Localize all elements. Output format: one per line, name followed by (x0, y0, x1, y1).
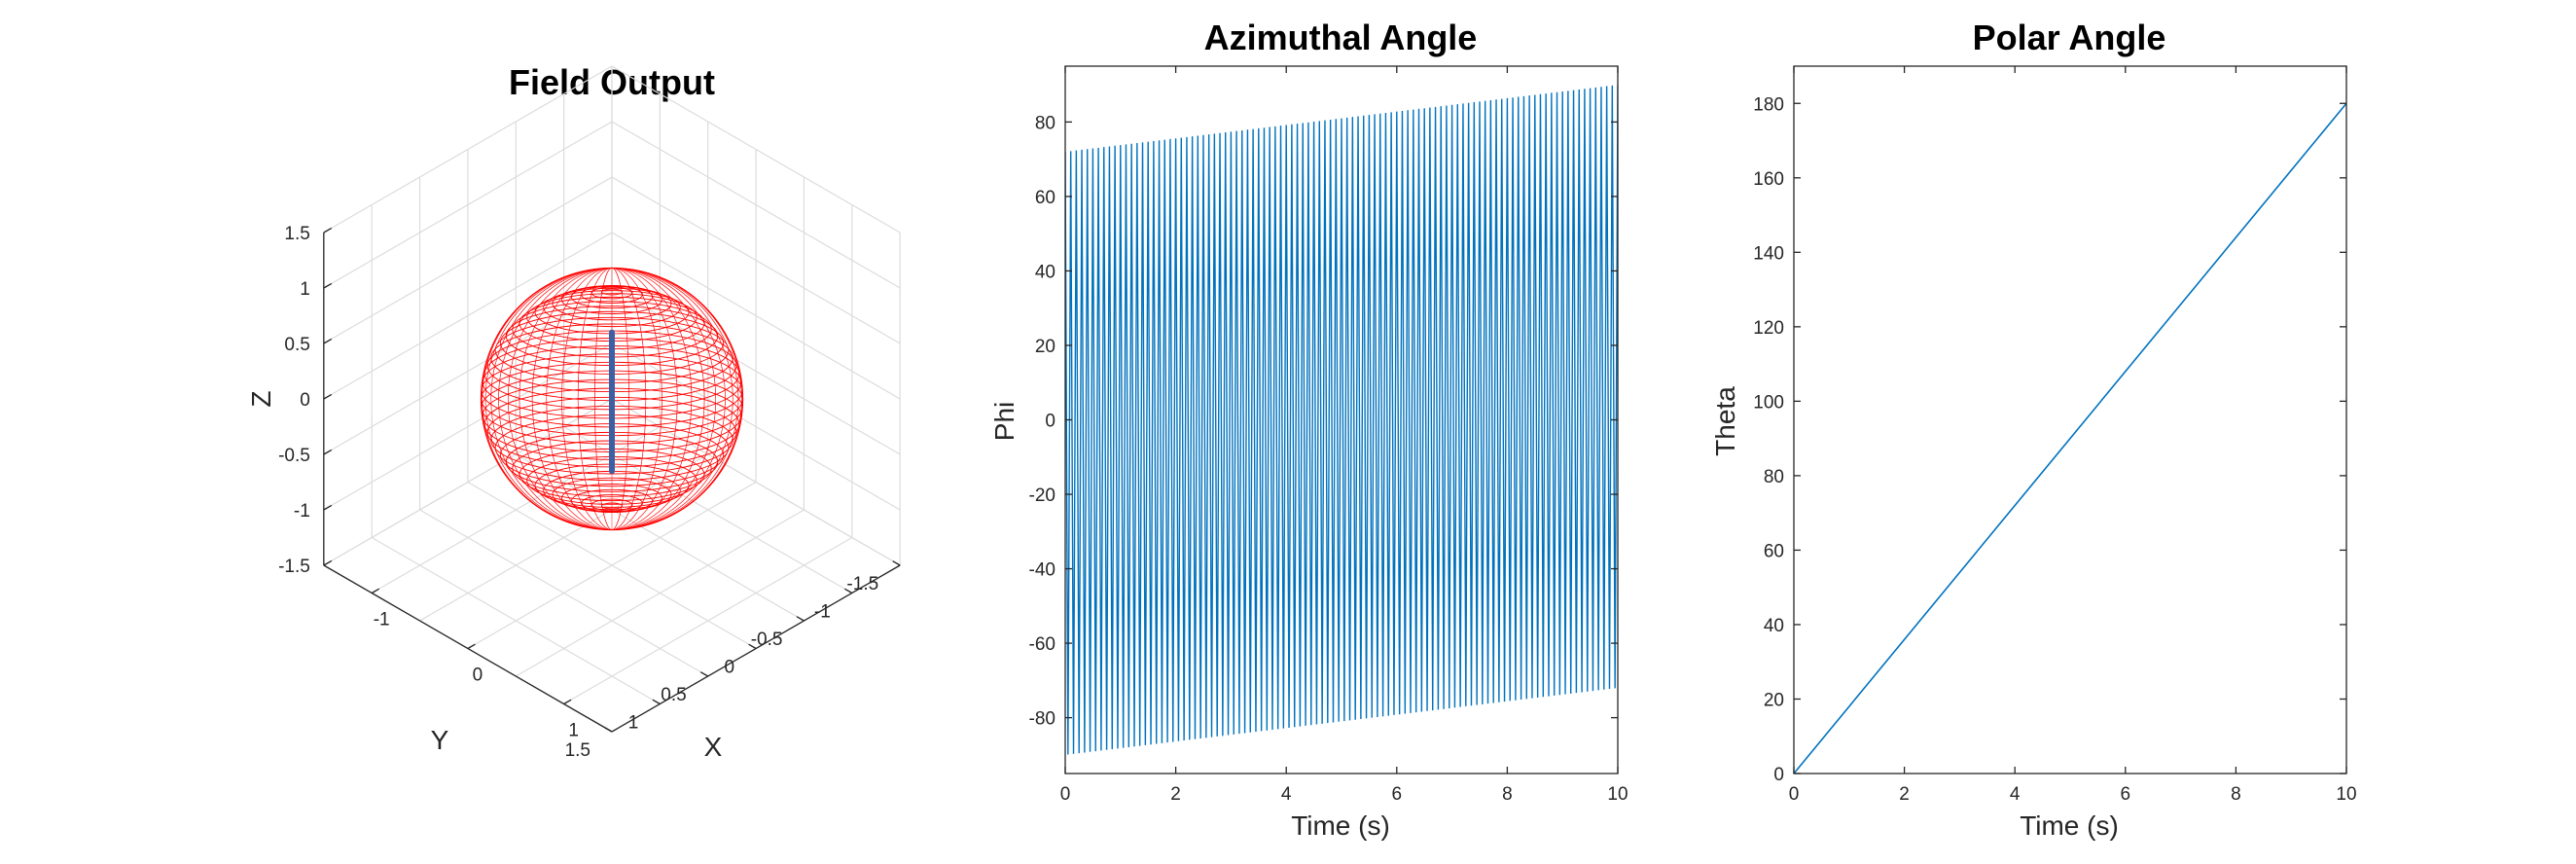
y-tick-label: 1 (628, 713, 639, 734)
y-tick-label: 100 (1753, 392, 1784, 413)
y-tick-label: -80 (1029, 709, 1055, 730)
z-tick (323, 227, 333, 234)
sphere-latitude (600, 502, 624, 510)
z-tick-label: -1.5 (278, 557, 310, 577)
azimuthal-x-label: Time (s) (1291, 810, 1390, 841)
z-tick-label: 1 (300, 279, 310, 300)
z-tick-label: -0.5 (278, 446, 310, 466)
x-tick-label: 6 (2121, 784, 2131, 805)
z-tick-label: 0.5 (284, 335, 309, 355)
y-tick-label: 60 (1035, 188, 1055, 208)
x-tick-label: 4 (1281, 784, 1292, 805)
x-tick (563, 699, 572, 705)
y-tick-label: 0 (725, 658, 735, 678)
z-tick (323, 282, 333, 289)
y-tick-label: 80 (1035, 113, 1055, 133)
x-tick-label: 0 (473, 666, 483, 686)
x-tick-label: 0 (1060, 784, 1071, 805)
z-tick-label: -1 (294, 501, 310, 522)
y-tick-label: -20 (1029, 486, 1055, 506)
y-tick-label: 180 (1753, 94, 1784, 115)
y-tick (796, 616, 805, 622)
grid-line (371, 536, 661, 705)
sphere-latitude (590, 286, 633, 300)
y-tick-label: 160 (1753, 169, 1784, 190)
y-tick-label: 40 (1035, 262, 1055, 282)
x-tick-label: 10 (1607, 784, 1628, 805)
sphere-latitude (600, 288, 624, 296)
y-tick-label: 120 (1753, 318, 1784, 339)
phi-series-line (1065, 85, 1618, 755)
x-tick-label: 6 (1392, 784, 1403, 805)
field-output-panel: Field Output -1.5-1-0.500.511.5-1.5-1-0.… (246, 62, 901, 762)
y-tick-label: 0 (1045, 412, 1055, 432)
y-tick-label: -1 (814, 602, 831, 623)
z-tick (323, 393, 333, 400)
z-tick (323, 449, 333, 455)
y-tick (604, 727, 613, 733)
sphere-latitude (570, 285, 654, 309)
z-tick (323, 504, 333, 511)
z-tick (323, 338, 333, 344)
y-axis-label: Y (431, 725, 449, 755)
grid-line (611, 121, 901, 289)
azimuthal-title: Azimuthal Angle (1204, 18, 1478, 57)
y-tick (748, 643, 757, 650)
y-tick-label: 60 (1764, 541, 1784, 561)
y-tick (699, 671, 709, 677)
x-tick-label: 0 (1789, 784, 1800, 805)
y-tick-label: 140 (1753, 243, 1784, 264)
x-tick-label: 8 (2231, 784, 2241, 805)
x-tick (371, 588, 380, 594)
y-tick-label: 0 (1773, 765, 1784, 785)
sphere-latitude (543, 287, 681, 328)
y-tick-label: -40 (1029, 560, 1055, 581)
x-tick-label: 1 (568, 721, 579, 741)
grid-line (323, 121, 613, 289)
grid-line (611, 65, 901, 234)
z-tick-label: 1.5 (284, 224, 309, 244)
y-tick (843, 588, 853, 594)
z-tick-label: 0 (300, 390, 310, 411)
azimuthal-y-label: Phi (989, 402, 1020, 441)
azimuthal-ticks: 0 2 4 6 8 10 -80 -60 -40 -20 0 20 40 60 80 (1029, 66, 1628, 805)
y-tick-label: 1.5 (565, 740, 590, 761)
x-tick-label: 4 (2010, 784, 2021, 805)
theta-series-line (1793, 102, 2347, 774)
y-tick (892, 560, 901, 566)
polar-y-label: Theta (1710, 386, 1740, 456)
y-tick-label: -1.5 (846, 574, 878, 594)
polar-x-label: Time (s) (2020, 810, 2119, 841)
sphere-latitude (561, 484, 662, 513)
x-tick-label: 2 (1170, 784, 1181, 805)
x-tick-label: 10 (2336, 784, 2356, 805)
sphere-meridian (482, 268, 742, 530)
y-tick-label: -60 (1029, 634, 1055, 655)
x-tick-label: 8 (1502, 784, 1513, 805)
y-tick-label: -0.5 (751, 630, 783, 650)
x-tick-label: 2 (1899, 784, 1910, 805)
polar-title: Polar Angle (1973, 18, 2166, 57)
y-tick-label: 20 (1035, 337, 1055, 357)
azimuthal-angle-panel: Azimuthal Angle 0 2 4 6 8 10 -80 -60 -40 -20 0 20 40… (989, 18, 1628, 841)
sphere-latitude (552, 286, 672, 321)
field-output-ticks: -1.5-1-0.500.511.5-1.5-1-0.500.511.5-101 (278, 224, 901, 761)
y-tick (652, 699, 661, 705)
z-axis-label: Z (246, 390, 276, 407)
polar-angle-panel: Polar Angle 0 2 4 6 8 10020406080100120140160… (1710, 18, 2357, 841)
y-tick-label: 80 (1764, 467, 1784, 487)
y-tick-label: 40 (1764, 616, 1784, 636)
x-tick-label: -1 (374, 610, 390, 630)
sphere-latitude (590, 498, 633, 512)
y-tick-label: 20 (1764, 690, 1784, 710)
z-tick (323, 559, 333, 566)
grid-line (323, 65, 613, 234)
x-axis-label: X (704, 732, 723, 762)
polar-axes-box (1793, 65, 2347, 774)
y-tick-label: 0.5 (661, 685, 686, 705)
x-tick (467, 643, 476, 650)
